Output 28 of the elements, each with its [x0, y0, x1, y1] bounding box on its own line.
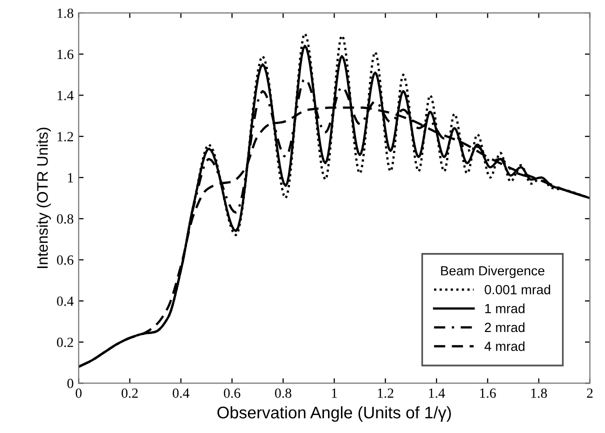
y-tick-label: 1.6 [58, 50, 74, 60]
x-tick-label: 0.2 [122, 388, 138, 398]
y-tick-label: 1 [68, 173, 73, 182]
x-tick-label: 0.8 [274, 388, 292, 398]
legend-label: 4 mrad [484, 341, 524, 352]
y-tick-label: 0.6 [56, 255, 74, 265]
legend-label: 2 mrad [484, 322, 524, 332]
x-tick-label: 1.8 [531, 388, 547, 398]
y-tick-label: 1.8 [58, 8, 74, 18]
y-tick-label: 0.8 [56, 214, 74, 224]
y-tick-label: 0.2 [56, 338, 74, 348]
x-axis-title: Observation Angle (Units of 1/γ) [217, 406, 451, 422]
x-tick-label: 1.6 [480, 388, 496, 398]
y-tick-label: 0.4 [56, 296, 74, 306]
legend-title: Beam Divergence [441, 266, 544, 278]
y-axis-title: Intensity (OTR Units) [36, 128, 51, 268]
x-tick-label: 0.4 [172, 388, 190, 398]
y-tick-label: 1.2 [58, 132, 74, 142]
y-tick-label: 0 [67, 378, 74, 388]
x-tick-label: 1 [332, 388, 337, 398]
legend-label: 0.001 mrad [484, 284, 550, 294]
x-tick-label: 0.6 [224, 388, 240, 398]
y-tick-label: 1.4 [58, 90, 74, 100]
x-tick-label: 2 [587, 388, 593, 398]
legend-label: 1 mrad [485, 304, 524, 314]
x-tick-label: 0 [76, 388, 82, 398]
x-tick-label: 1.2 [378, 388, 394, 398]
x-tick-label: 1.4 [429, 388, 445, 398]
